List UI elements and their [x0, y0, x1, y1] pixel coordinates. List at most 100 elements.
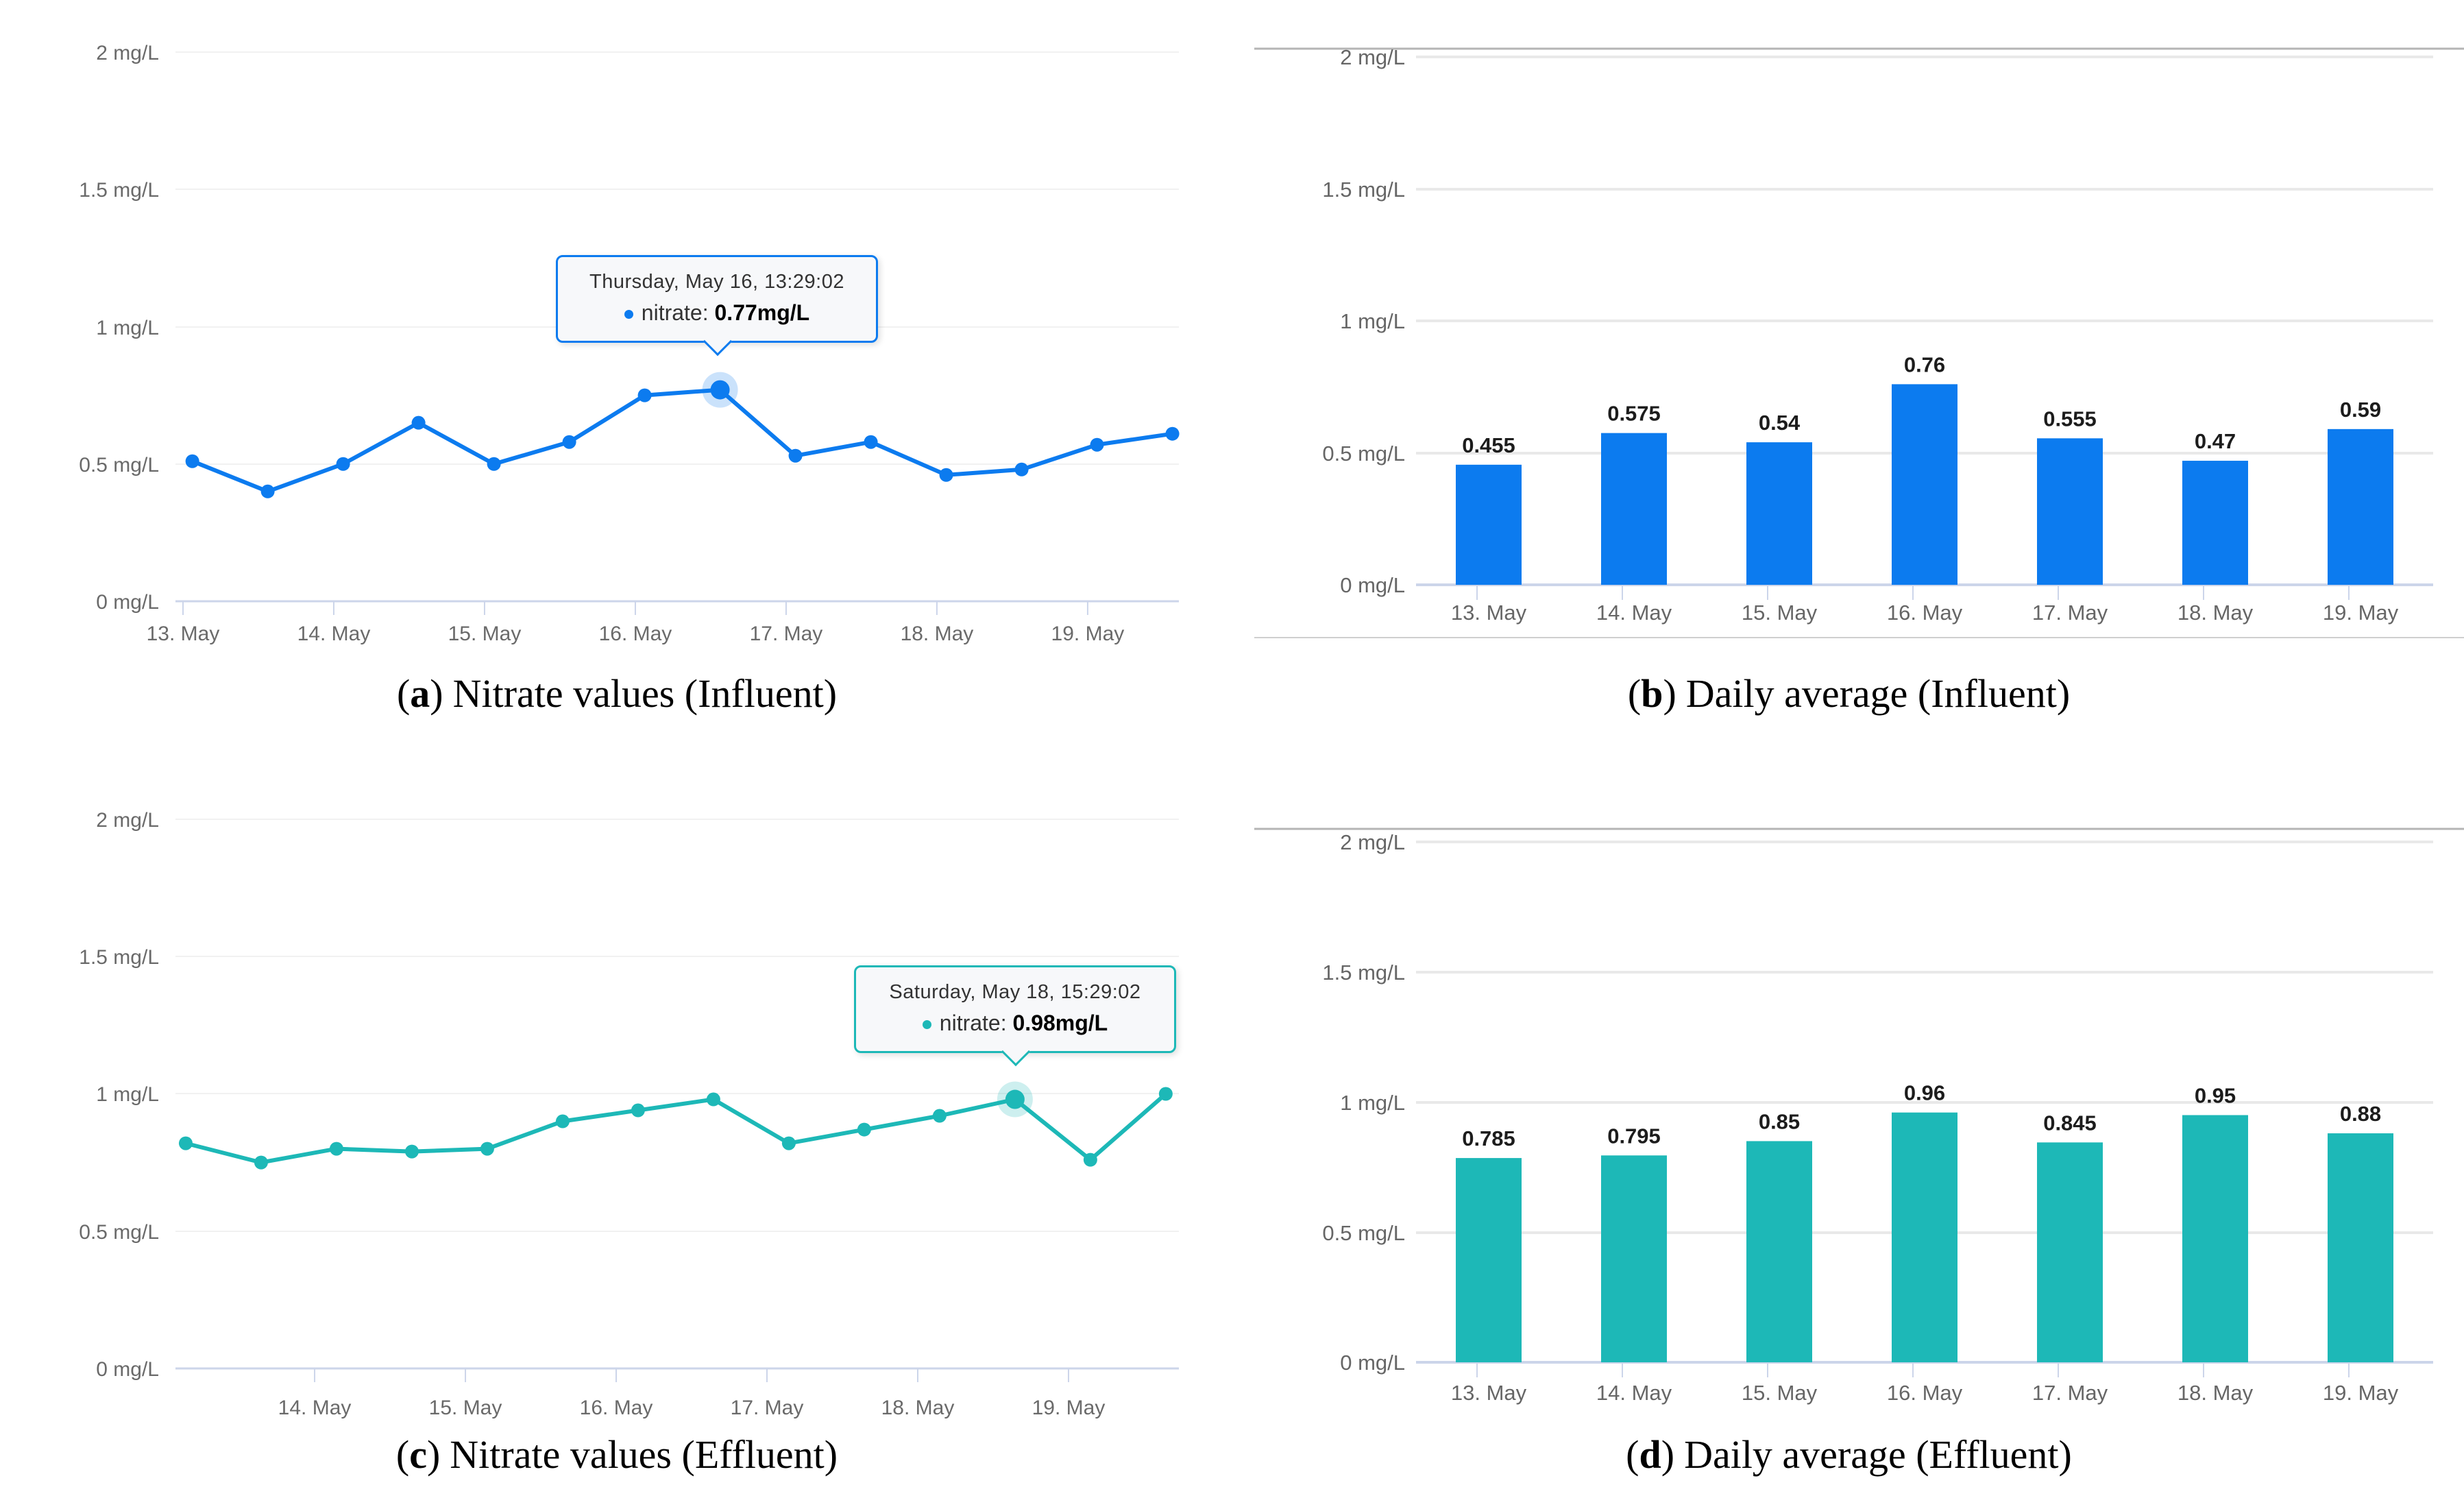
bar-value-label: 0.54 — [1759, 411, 1801, 435]
data-point[interactable] — [637, 388, 652, 402]
bar[interactable] — [1892, 1112, 1957, 1362]
bar-chart-daily-average-influent: 2 mg/L 1.5 mg/L 1 mg/L 0.5 mg/L 0 mg/L 13. Ma… — [1254, 45, 2464, 638]
x-axis-label: 13. May — [1451, 1381, 1527, 1405]
bar[interactable] — [2182, 461, 2248, 585]
bar[interactable] — [2328, 1133, 2393, 1362]
bar[interactable] — [2037, 438, 2103, 585]
bar-value-label: 0.785 — [1462, 1126, 1515, 1150]
tooltip-series-value: nitrate: 0.98mg/L — [863, 1011, 1167, 1036]
x-axis-label: 17. May — [2032, 1381, 2108, 1405]
bar[interactable] — [1456, 1158, 1522, 1362]
caption-b-text: Daily average (Influent) — [1685, 671, 2071, 716]
caption-b-letter: b — [1641, 671, 1663, 716]
bar-value-label: 0.555 — [2043, 407, 2097, 431]
caption-b: (b) Daily average (Influent) — [1234, 653, 2464, 735]
bar-value-label: 0.795 — [1607, 1124, 1661, 1148]
bar[interactable] — [2037, 1142, 2103, 1362]
data-point[interactable] — [781, 1136, 796, 1150]
bar-value-label: 0.88 — [2340, 1102, 2381, 1126]
data-point[interactable] — [1158, 1087, 1173, 1101]
bar-value-label: 0.96 — [1904, 1081, 1945, 1105]
bar-value-label: 0.85 — [1759, 1109, 1800, 1133]
data-point[interactable] — [864, 435, 878, 449]
x-axis-label: 17. May — [731, 1397, 804, 1419]
x-axis-label: 18. May — [2178, 601, 2254, 625]
bar-value-label: 0.455 — [1462, 433, 1515, 457]
caption-c: (c) Nitrate values (Effluent) — [0, 1425, 1234, 1485]
series-line — [190, 387, 1175, 494]
y-axis-label: 1.5 mg/L — [1322, 961, 1405, 985]
series-dot-icon — [624, 310, 633, 319]
bar[interactable] — [1746, 442, 1812, 585]
data-point[interactable] — [487, 457, 501, 471]
data-point[interactable] — [788, 448, 803, 463]
data-point[interactable] — [1090, 437, 1104, 452]
data-point-active[interactable] — [1005, 1089, 1025, 1109]
line-chart-nitrate-effluent: 2 mg/L 1.5 mg/L 1 mg/L 0.5 mg/L 0 mg/L 14. Ma… — [79, 809, 1179, 1419]
y-axis-label: 2 mg/L — [96, 42, 159, 64]
data-point[interactable] — [185, 454, 199, 468]
data-point[interactable] — [1165, 426, 1180, 441]
bar[interactable] — [1746, 1141, 1812, 1362]
data-point[interactable] — [260, 484, 275, 498]
data-point[interactable] — [411, 415, 426, 430]
bar[interactable] — [1892, 384, 1957, 585]
x-axis-label: 17. May — [2032, 601, 2108, 625]
data-point[interactable] — [631, 1103, 645, 1118]
x-axis-label: 14. May — [1596, 601, 1672, 625]
y-axis-label: 1.5 mg/L — [1322, 178, 1405, 202]
y-axis-label: 2 mg/L — [96, 809, 159, 832]
y-axis-label: 1.5 mg/L — [79, 179, 159, 202]
caption-a: (a) Nitrate values (Influent) — [0, 653, 1234, 735]
data-point[interactable] — [1083, 1152, 1097, 1167]
y-axis-label: 0 mg/L — [96, 1358, 159, 1381]
tooltip-value: 0.77mg/L — [714, 300, 810, 325]
line-chart-nitrate-influent: 2 mg/L 1.5 mg/L 1 mg/L 0.5 mg/L 0 mg/L 13. Ma… — [79, 42, 1180, 645]
x-axis-label: 19. May — [1051, 623, 1125, 645]
caption-c-paren-open: ( — [395, 1432, 410, 1477]
caption-d-letter: d — [1639, 1432, 1661, 1477]
data-point[interactable] — [329, 1142, 343, 1156]
data-point[interactable] — [706, 1092, 720, 1107]
bar[interactable] — [1601, 1155, 1667, 1362]
x-axis-label: 13. May — [1451, 601, 1527, 625]
tooltip-series-label: nitrate: — [641, 300, 715, 325]
x-axis-label: 13. May — [147, 623, 220, 645]
caption-a-letter: a — [410, 671, 430, 716]
caption-b-paren-close: ) — [1663, 671, 1676, 716]
tooltip-series-label: nitrate: — [939, 1011, 1013, 1035]
caption-d-paren-close: ) — [1661, 1432, 1675, 1477]
y-axis-label: 0.5 mg/L — [1322, 1221, 1405, 1245]
bar[interactable] — [2182, 1115, 2248, 1362]
tooltip-datetime: Saturday, May 18, 15:29:02 — [889, 981, 1141, 1003]
x-axis-label: 18. May — [2178, 1381, 2254, 1405]
data-point[interactable] — [178, 1136, 193, 1150]
data-point[interactable] — [336, 457, 350, 471]
y-axis-label: 2 mg/L — [1340, 45, 1405, 69]
bar[interactable] — [1456, 464, 1522, 585]
data-point[interactable] — [254, 1155, 268, 1170]
y-axis-label: 0.5 mg/L — [79, 1221, 159, 1244]
bar[interactable] — [2328, 428, 2393, 585]
x-axis-label: 19. May — [1032, 1397, 1106, 1419]
data-point[interactable] — [480, 1142, 494, 1156]
bar[interactable] — [1601, 433, 1667, 585]
x-axis-label: 14. May — [278, 1397, 352, 1419]
data-point[interactable] — [404, 1144, 419, 1159]
data-point[interactable] — [562, 435, 576, 449]
data-point[interactable] — [857, 1122, 871, 1137]
data-point[interactable] — [555, 1114, 570, 1128]
y-axis-label: 2 mg/L — [1340, 830, 1405, 854]
x-axis-label: 18. May — [881, 1397, 955, 1419]
y-axis-label: 1 mg/L — [96, 317, 159, 339]
caption-c-letter: c — [409, 1432, 427, 1477]
y-axis-label: 1 mg/L — [1340, 309, 1405, 333]
caption-a-paren-close: ) — [430, 671, 443, 716]
data-point[interactable] — [1014, 462, 1029, 476]
data-point[interactable] — [939, 468, 953, 482]
x-axis-label: 16. May — [599, 623, 672, 645]
data-point-active[interactable] — [710, 380, 730, 400]
data-point[interactable] — [932, 1109, 947, 1123]
caption-c-text: Nitrate values (Effluent) — [450, 1432, 838, 1477]
